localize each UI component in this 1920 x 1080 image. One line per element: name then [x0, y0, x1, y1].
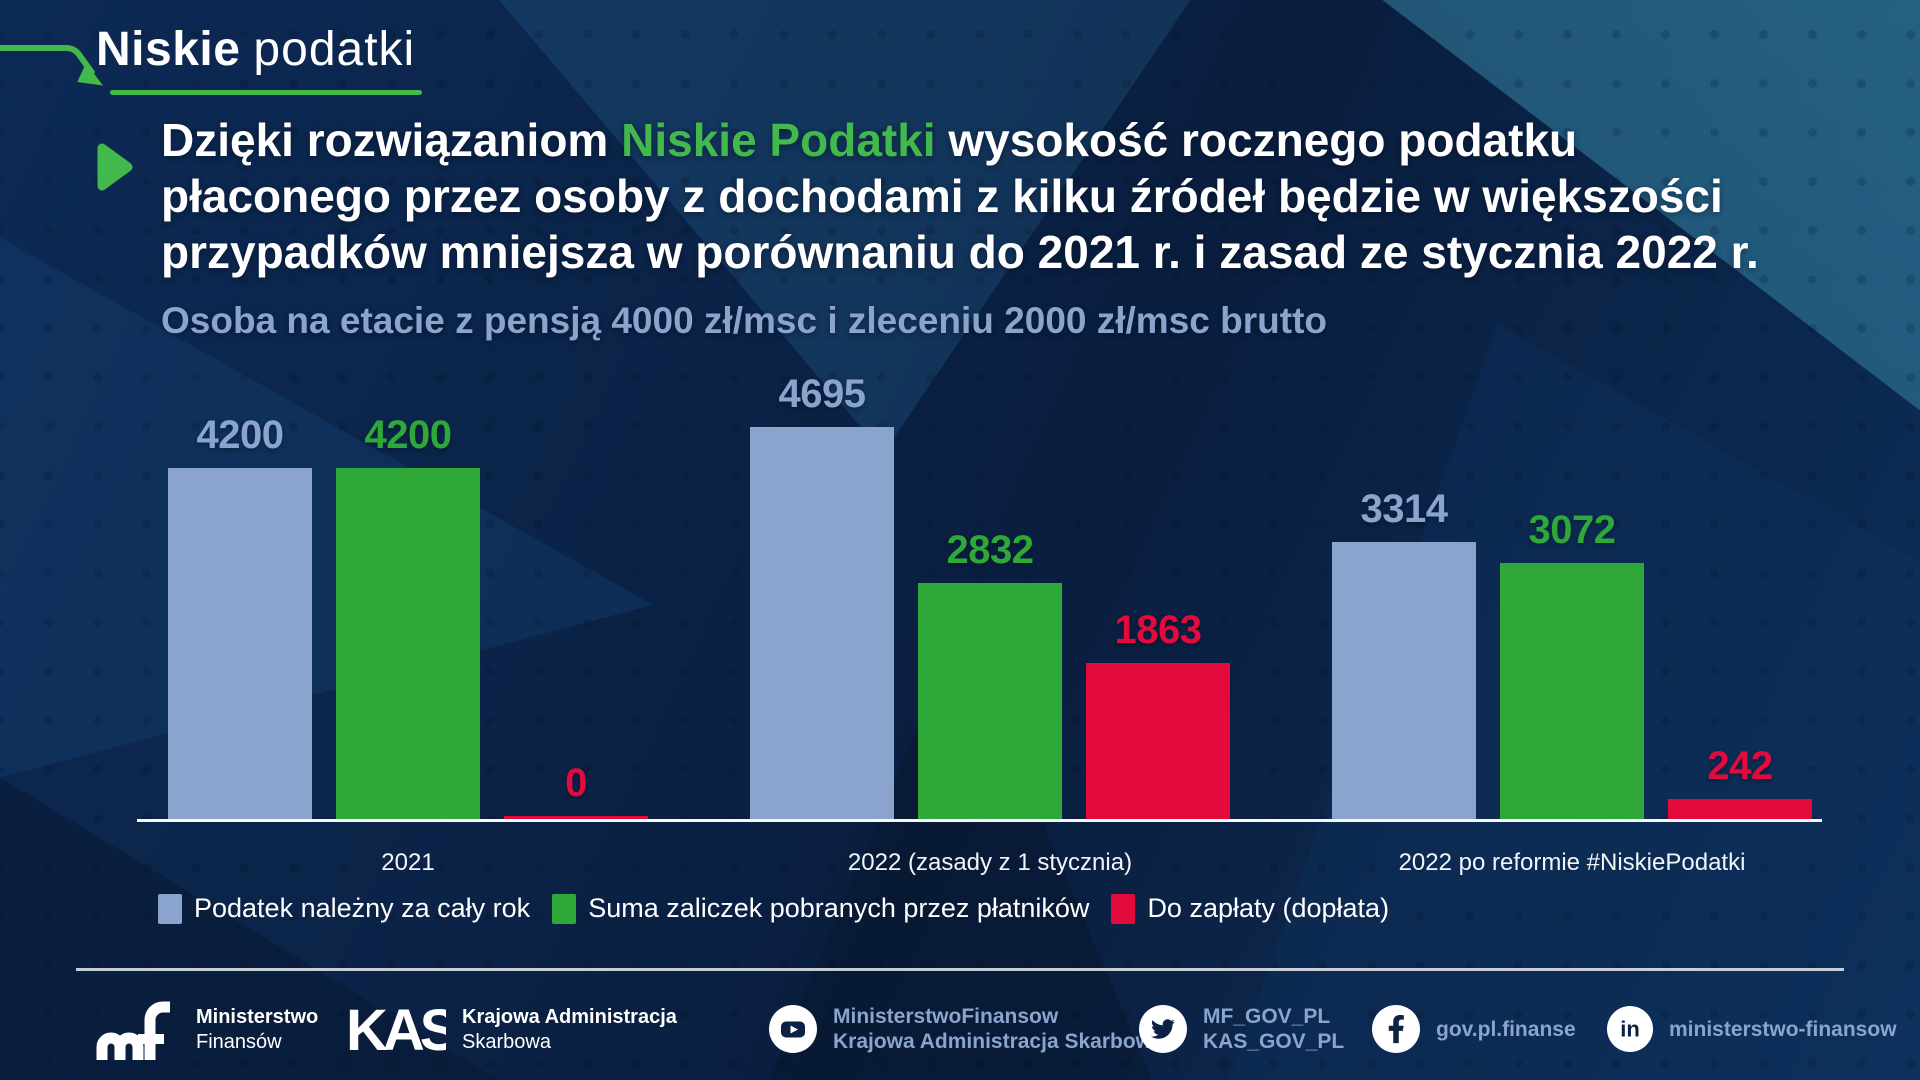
headline-line-1: Dzięki rozwiązaniom Niskie Podatki wysok…	[161, 112, 1759, 168]
legend-label: Do zapłaty (dopłata)	[1147, 893, 1390, 923]
kas-line2: Skarbowa	[462, 1031, 551, 1053]
kas-label: Krajowa Administracja Skarbowa	[462, 1005, 677, 1055]
bar-value-label: 3072	[1528, 508, 1616, 552]
youtube-handles: MinisterstwoFinansow Krajowa Administrac…	[833, 1004, 1164, 1054]
bar-value-label: 4200	[364, 413, 452, 457]
twitter-line1: MF_GOV_PL	[1203, 1005, 1331, 1028]
linkedin-account: in ministerstwo-finansow	[1607, 1006, 1897, 1052]
headline-line-2: płaconego przez osoby z dochodami z kilk…	[161, 170, 1723, 222]
bar-cell: 0	[504, 761, 648, 819]
bar-cell: 4695	[750, 372, 894, 819]
kas-line1: Krajowa Administracja	[462, 1006, 677, 1028]
bar-red	[504, 816, 648, 819]
bar-group-2022-january: 4695 2832 1863	[750, 372, 1230, 819]
legend-swatch-blue	[158, 893, 182, 924]
bar-value-label: 242	[1707, 744, 1773, 788]
bar-group-2022-reform: 3314 3072 242	[1332, 487, 1812, 819]
bar-cell: 4200	[168, 413, 312, 819]
legend-swatch-red	[1111, 893, 1136, 924]
bar-value-label: 4695	[778, 372, 866, 416]
bar-green	[918, 583, 1062, 819]
footer-divider	[76, 968, 1844, 971]
x-axis-labels: 2021 2022 (zasady z 1 stycznia) 2022 po …	[137, 849, 1822, 877]
bar-cell: 3072	[1500, 508, 1644, 819]
youtube-icon	[769, 1005, 817, 1053]
facebook-icon	[1372, 1005, 1420, 1053]
x-axis-label-2022-january: 2022 (zasady z 1 stycznia)	[847, 849, 1133, 876]
bar-red	[1668, 799, 1812, 819]
twitter-line2: KAS_GOV_PL	[1203, 1030, 1345, 1053]
bar-green	[1500, 563, 1644, 819]
svg-text:KAS: KAS	[346, 998, 446, 1063]
bar-group-2021: 4200 4200 0	[168, 413, 648, 819]
legend-label: Suma zaliczek pobranych przez płatników	[588, 893, 1090, 923]
twitter-handles: MF_GOV_PL KAS_GOV_PL	[1203, 1004, 1344, 1054]
youtube-channel: MinisterstwoFinansow Krajowa Administrac…	[769, 1004, 1164, 1054]
twitter-account: MF_GOV_PL KAS_GOV_PL	[1139, 1004, 1344, 1054]
x-axis-label-2022-reform: 2022 po reformie #NiskiePodatki	[1398, 849, 1746, 876]
mf-logo	[96, 1001, 170, 1060]
bar-value-label: 3314	[1360, 487, 1448, 531]
bar-red	[1086, 663, 1230, 819]
bar-cell: 242	[1668, 744, 1812, 819]
bar-blue	[168, 468, 312, 819]
legend-item-blue: Podatek należny za cały rok	[158, 893, 530, 924]
legend: Podatek należny za cały rok Suma zalicze…	[158, 893, 1389, 924]
brand-logo-light: podatki	[253, 23, 416, 76]
ministry-of-finance-label: Ministerstwo Finansów	[196, 1005, 318, 1055]
headline-line1-highlight: Niskie Podatki	[621, 114, 936, 166]
bar-cell: 3314	[1332, 487, 1476, 819]
linkedin-icon: in	[1607, 1006, 1653, 1052]
brand-logo-bold: Niskie	[96, 23, 241, 76]
headline: Dzięki rozwiązaniom Niskie Podatki wysok…	[95, 112, 1759, 280]
legend-item-green: Suma zaliczek pobranych przez płatników	[552, 893, 1089, 924]
kas-logo: KAS	[346, 998, 446, 1063]
legend-item-red: Do zapłaty (dopłata)	[1111, 893, 1389, 924]
brand-logo: Niskie podatki	[96, 22, 415, 77]
headline-line1-pre: Dzięki rozwiązaniom	[161, 114, 622, 166]
bar-blue	[1332, 542, 1476, 819]
bar-cell: 2832	[918, 528, 1062, 819]
facebook-account: gov.pl.finanse	[1372, 1005, 1576, 1053]
ministry-of-finance-logo-block: Ministerstwo Finansów	[92, 998, 318, 1062]
bar-value-label: 2832	[946, 528, 1034, 572]
mf-line2: Finansów	[196, 1031, 282, 1053]
svg-text:in: in	[1620, 1017, 1640, 1042]
play-bullet-icon	[97, 143, 133, 191]
headline-line1-post: wysokość rocznego podatku	[935, 114, 1578, 166]
plot-area: 4200 4200 0 4695 2832	[137, 372, 1822, 822]
twitter-icon	[1139, 1005, 1187, 1053]
bar-blue	[750, 427, 894, 819]
youtube-line2: Krajowa Administracja Skarbowa	[833, 1030, 1164, 1053]
bar-value-label: 0	[565, 761, 587, 805]
green-arrow-icon	[0, 45, 104, 86]
facebook-handle: gov.pl.finanse	[1436, 1017, 1576, 1041]
chart-title: Osoba na etacie z pensją 4000 zł/msc i z…	[161, 300, 1327, 341]
youtube-line1: MinisterstwoFinansow	[833, 1005, 1059, 1028]
bar-cell: 4200	[336, 413, 480, 819]
bar-value-label: 1863	[1114, 608, 1202, 652]
mf-line1: Ministerstwo	[196, 1006, 319, 1028]
bar-chart: 4200 4200 0 4695 2832	[137, 372, 1822, 877]
bar-green	[336, 468, 480, 819]
kas-logo-block: KAS Krajowa Administracja Skarbowa	[346, 995, 677, 1065]
bar-value-label: 4200	[196, 413, 284, 457]
legend-swatch-green	[552, 893, 577, 924]
linkedin-handle: ministerstwo-finansow	[1669, 1017, 1897, 1041]
x-axis-label-2021: 2021	[381, 849, 435, 876]
headline-line-3: przypadków mniejsza w porównaniu do 2021…	[161, 226, 1759, 278]
legend-label: Podatek należny za cały rok	[194, 893, 531, 923]
headline-text: Dzięki rozwiązaniom Niskie Podatki wysok…	[161, 112, 1759, 280]
bar-cell: 1863	[1086, 608, 1230, 819]
logo-underline	[110, 90, 422, 95]
